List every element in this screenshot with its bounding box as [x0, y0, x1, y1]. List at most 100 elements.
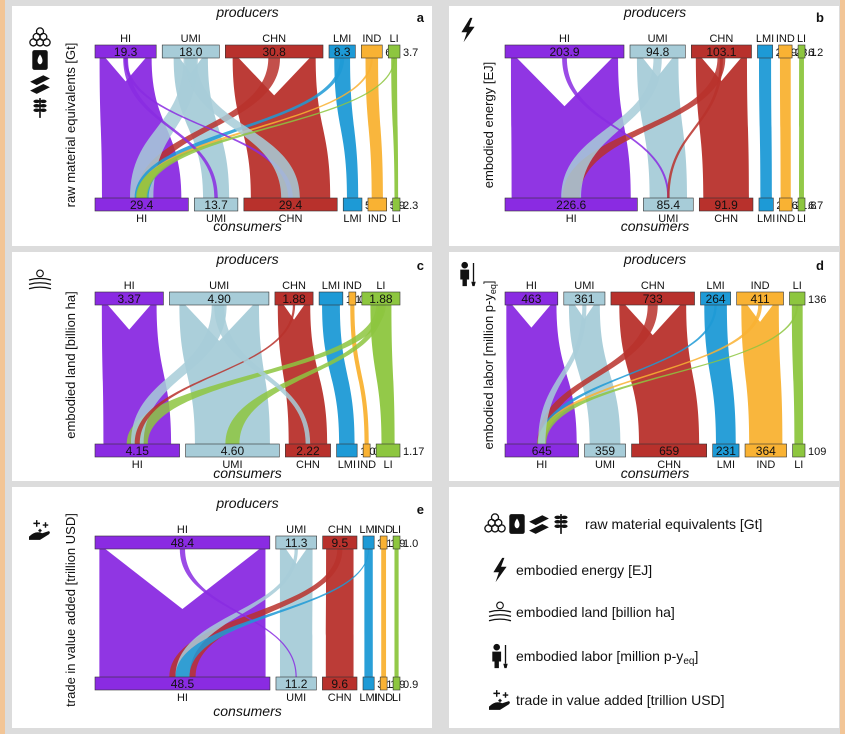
minerals-icon [484, 513, 506, 533]
producer-label-IND: IND [362, 33, 381, 45]
consumer-label-LI: LI [392, 213, 401, 225]
flows-a [99, 58, 399, 198]
flow-LMI-to-LMI [322, 305, 355, 444]
consumer-bar-HI [94, 443, 180, 458]
producer-label-UMI: UMI [574, 280, 594, 292]
panel-tag-b: b [816, 10, 824, 25]
consumer-value-CHN: 2.22 [296, 444, 320, 458]
flow-UMI-to-CHN [214, 305, 311, 444]
flow-LI-to-LI [394, 549, 399, 677]
flow-LI-to-LI [370, 305, 395, 444]
producer-value-LMI: 264 [706, 292, 726, 306]
consumer-label-IND: IND [776, 213, 795, 225]
producer-value-UMI: 94.8 [646, 45, 670, 59]
producer-value-UMI: 4.90 [207, 292, 231, 306]
flow-notch-HI [105, 549, 260, 609]
producer-value-CHN: 733 [643, 292, 663, 306]
producer-label-CHN: CHN [282, 280, 306, 292]
producer-label-LI: LI [376, 280, 385, 292]
producer-bar-UMI [161, 44, 220, 59]
producer-bar-UMI [275, 535, 317, 550]
producer-bar-HI [94, 44, 157, 59]
consumer-bar-IND [779, 197, 793, 212]
metal-ore-icon [30, 75, 50, 94]
lightning-icon [461, 17, 475, 43]
producer-label-UMI: UMI [286, 524, 306, 536]
consumer-bar-IND [744, 443, 787, 458]
producer-label-UMI: UMI [209, 280, 229, 292]
consumer-bar-LI [792, 443, 806, 458]
consumer-bar-LMI [362, 676, 375, 691]
producer-label-IND: IND [374, 524, 393, 536]
producer-bar-UMI [563, 291, 606, 306]
flows-b [510, 58, 804, 198]
consumer-label-LMI: LMI [757, 213, 775, 225]
consumer-label-CHN: CHN [328, 692, 352, 704]
consumer-label-IND: IND [368, 213, 387, 225]
producer-label-UMI: UMI [648, 33, 668, 45]
consumer-bar-HI [94, 676, 271, 691]
flow-CHN-to-UMI [667, 58, 723, 198]
producer-bar-LI [789, 291, 806, 306]
flow-notch-HI [516, 58, 613, 107]
consumer-bar-HI [94, 197, 189, 212]
producer-value-CHN: 30.8 [262, 45, 286, 59]
producer-value-IND: 411 [750, 292, 769, 306]
flow-HI-to-UMI [179, 549, 297, 677]
consumer-bar-CHN [631, 443, 707, 458]
consumer-bar-LMI [758, 197, 774, 212]
consumer-bar-LI [375, 443, 401, 458]
flow-UMI-to-UMI [279, 549, 313, 677]
producer-bar-LMI [757, 44, 773, 59]
flow-notch-HI [107, 305, 151, 330]
flow-HI-to-HI [99, 549, 266, 677]
land-icon [488, 601, 512, 622]
panel-d-drawing: 463645HIHI361359UMIUMI733659CHNCHN264231… [460, 251, 826, 481]
producer-value-LI: 136 [808, 294, 826, 306]
consumer-label-CHN: CHN [657, 459, 681, 471]
producers-label: producers [215, 495, 278, 511]
consumer-label-LMI: LMI [359, 692, 377, 704]
consumer-value-IND: 364 [756, 444, 776, 458]
producer-value-CHN: 103.1 [706, 45, 736, 59]
flow-LMI-to-LMI [364, 549, 373, 677]
flow-LI-to-HI [537, 305, 799, 444]
consumer-bar-LI [392, 197, 401, 212]
consumer-value-UMI: 13.7 [204, 198, 228, 212]
panel-a-drawing: 19.329.4HIHI18.013.7UMIUMI30.829.4CHNCHN… [29, 4, 425, 234]
producer-label-HI: HI [559, 33, 570, 45]
consumer-label-LI: LI [797, 213, 806, 225]
consumer-label-IND: IND [756, 459, 775, 471]
consumer-bar-LI [797, 197, 806, 212]
flows-c [101, 305, 395, 444]
producer-value-HI: 203.9 [549, 45, 579, 59]
flow-LMI-to-LMI [759, 58, 772, 198]
producer-label-HI: HI [124, 280, 135, 292]
flow-LI-to-HI [126, 305, 386, 444]
flow-LI-to-LI [391, 58, 399, 198]
biomass-icon [33, 98, 47, 118]
producer-label-CHN: CHN [262, 33, 286, 45]
panel-tag-e: e [417, 502, 424, 517]
consumer-label-CHN: CHN [296, 459, 320, 471]
consumer-value-LI: 109 [808, 446, 826, 458]
consumer-label-HI: HI [177, 692, 188, 704]
consumer-label-HI: HI [536, 459, 547, 471]
consumer-value-CHN: 659 [659, 444, 679, 458]
ylabel-a: raw material equivalents [Gt] [63, 43, 78, 208]
legend: raw material equivalents [Gt] embodied en… [484, 513, 762, 710]
consumers-label: consumers [213, 703, 281, 719]
consumer-value-LI: 1.17 [403, 446, 424, 458]
producer-bar-LMI [362, 535, 375, 550]
panel-c-drawing: 3.374.15HIHI4.904.60UMIUMI1.882.22CHNCHN… [28, 251, 424, 481]
producer-bar-LI [797, 44, 806, 59]
panel-tag-d: d [816, 258, 824, 273]
consumer-value-HI: 29.4 [130, 198, 154, 212]
flows-e [99, 549, 399, 677]
flow-LMI-to-LMI [704, 305, 736, 444]
worker-icon [460, 261, 476, 287]
producer-value-LI: 1.88 [369, 292, 393, 306]
producer-bar-IND [379, 535, 388, 550]
producer-bar-LI [361, 291, 401, 306]
producer-bar-HI [94, 535, 271, 550]
